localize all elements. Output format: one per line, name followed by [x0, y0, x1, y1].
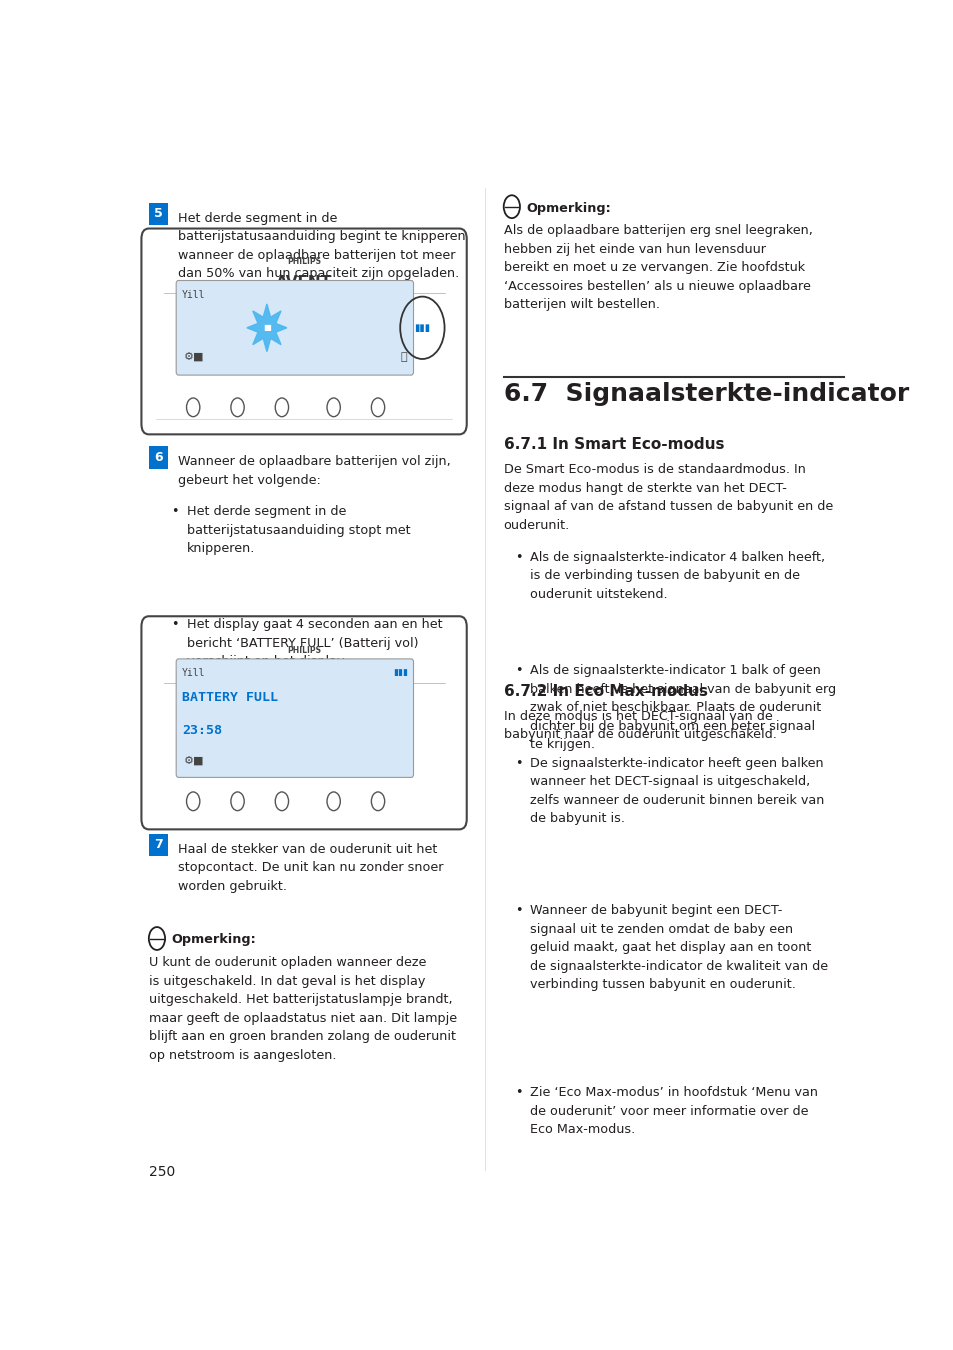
Text: Yill: Yill: [182, 290, 206, 300]
Text: ⚙■: ⚙■: [184, 756, 205, 765]
Text: In deze modus is het DECT-signaal van de
babyunit naar de ouderunit uitgeschakel: In deze modus is het DECT-signaal van de…: [503, 710, 776, 741]
Text: U kunt de ouderunit opladen wanneer deze
is uitgeschakeld. In dat geval is het d: U kunt de ouderunit opladen wanneer deze…: [149, 956, 456, 1061]
Text: ▮▮▮: ▮▮▮: [414, 323, 430, 333]
FancyBboxPatch shape: [141, 616, 466, 829]
Text: Als de oplaadbare batterijen erg snel leegraken,
hebben zij het einde van hun le: Als de oplaadbare batterijen erg snel le…: [503, 224, 812, 312]
Text: ■: ■: [263, 323, 271, 332]
Text: ▮▮▮: ▮▮▮: [393, 668, 408, 678]
Text: AVENT: AVENT: [275, 275, 332, 290]
Text: 6.7  Signaalsterkte-indicator: 6.7 Signaalsterkte-indicator: [503, 382, 908, 406]
Text: •: •: [515, 1087, 521, 1099]
Text: Het display gaat 4 seconden aan en het
bericht ‘BATTERY FULL’ (Batterij vol)
ver: Het display gaat 4 seconden aan en het b…: [187, 618, 442, 668]
FancyBboxPatch shape: [176, 281, 413, 375]
Text: 6.7.2 In Eco Max-modus: 6.7.2 In Eco Max-modus: [503, 684, 707, 699]
Text: Yill: Yill: [182, 668, 206, 678]
Text: PHILIPS: PHILIPS: [287, 647, 321, 655]
FancyBboxPatch shape: [149, 202, 168, 225]
Text: PHILIPS: PHILIPS: [287, 258, 321, 266]
Text: Opmerking:: Opmerking:: [171, 933, 255, 946]
Text: Wanneer de babyunit begint een DECT-
signaal uit te zenden omdat de baby een
gel: Wanneer de babyunit begint een DECT- sig…: [529, 904, 827, 991]
Text: •: •: [515, 904, 521, 917]
Text: De signaalsterkte-indicator heeft geen balken
wanneer het DECT-signaal is uitges: De signaalsterkte-indicator heeft geen b…: [529, 756, 823, 825]
Polygon shape: [247, 304, 287, 351]
Text: Wanneer de oplaadbare batterijen vol zijn,
gebeurt het volgende:: Wanneer de oplaadbare batterijen vol zij…: [178, 455, 451, 486]
Text: Opmerking:: Opmerking:: [525, 201, 610, 215]
FancyBboxPatch shape: [149, 833, 168, 856]
FancyBboxPatch shape: [149, 446, 168, 468]
Text: •: •: [515, 756, 521, 770]
Text: •: •: [171, 618, 178, 632]
Text: Als de signaalsterkte-indicator 1 balk of geen
balken heeft, is het signaal van : Als de signaalsterkte-indicator 1 balk o…: [529, 664, 835, 751]
Text: Het derde segment in de
batterijstatusaanduiding stopt met
knipperen.: Het derde segment in de batterijstatusaa…: [187, 505, 411, 555]
FancyBboxPatch shape: [176, 659, 413, 778]
Text: 250: 250: [149, 1165, 175, 1179]
Text: De Smart Eco-modus is de standaardmodus. In
deze modus hangt de sterkte van het : De Smart Eco-modus is de standaardmodus.…: [503, 463, 832, 532]
Text: •: •: [171, 505, 178, 518]
Text: •: •: [515, 664, 521, 678]
Text: ⏻: ⏻: [400, 351, 407, 362]
Text: BATTERY FULL: BATTERY FULL: [182, 691, 278, 705]
Text: Zie ‘Eco Max-modus’ in hoofdstuk ‘Menu van
de ouderunit’ voor meer informatie ov: Zie ‘Eco Max-modus’ in hoofdstuk ‘Menu v…: [529, 1087, 817, 1137]
Text: 23:58: 23:58: [182, 725, 222, 737]
Text: AVENT: AVENT: [275, 666, 332, 680]
Text: Als de signaalsterkte-indicator 4 balken heeft,
is de verbinding tussen de babyu: Als de signaalsterkte-indicator 4 balken…: [529, 551, 823, 601]
FancyBboxPatch shape: [141, 228, 466, 435]
Text: 7: 7: [153, 838, 163, 852]
Text: 5: 5: [153, 208, 163, 220]
Text: ⚙■: ⚙■: [184, 351, 205, 362]
Text: 6.7.1 In Smart Eco-modus: 6.7.1 In Smart Eco-modus: [503, 437, 723, 452]
Text: •: •: [515, 551, 521, 564]
Text: Haal de stekker van de ouderunit uit het
stopcontact. De unit kan nu zonder snoe: Haal de stekker van de ouderunit uit het…: [178, 842, 443, 892]
Text: Het derde segment in de
batterijstatusaanduiding begint te knipperen
wanneer de : Het derde segment in de batterijstatusaa…: [178, 212, 465, 281]
Text: 6: 6: [154, 451, 163, 463]
